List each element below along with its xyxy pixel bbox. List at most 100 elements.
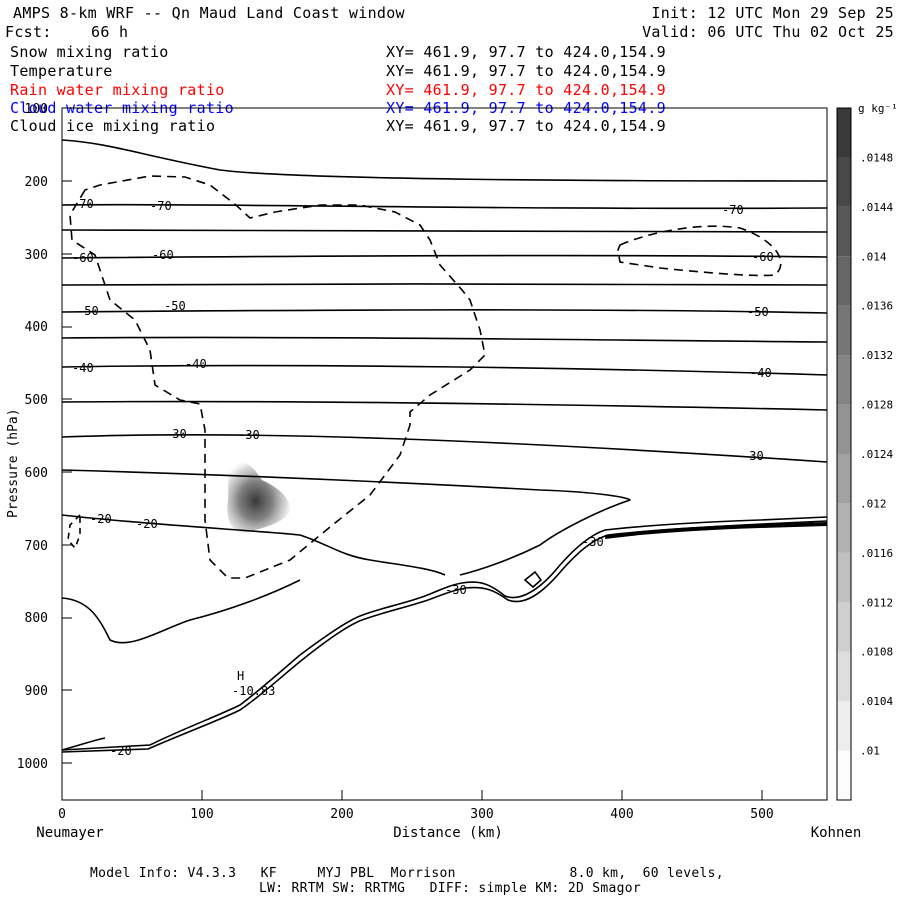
x-tick-label: 300 <box>470 807 493 822</box>
x-tick-label: 200 <box>330 807 353 822</box>
colorbar-tick-label: .012 <box>860 497 887 510</box>
isotherm-upper-4 <box>61 336 828 343</box>
colorbar-unit: g kg⁻¹ <box>858 102 898 115</box>
isotherm-label-14: -30 <box>238 428 260 442</box>
colorbar-bin <box>837 750 851 800</box>
x-axis <box>61 790 763 800</box>
y-tick-label: 700 <box>25 539 48 554</box>
colorbar-tick-label: .0144 <box>860 201 893 214</box>
colorbar-bin <box>837 108 851 158</box>
isotherm-label-5: -60 <box>152 248 174 262</box>
isotherm-label-16: -30 <box>582 535 604 549</box>
isotherm-label-6: -60 <box>752 250 774 264</box>
isotherm-minus-40 <box>61 364 828 376</box>
field-xy-rain: XY= 461.9, 97.7 to 424.0,154.9 <box>386 81 666 99</box>
model-info-line-1: Model Info: V4.3.3 KF MYJ PBL Morrison 8… <box>90 866 724 881</box>
colorbar-tick-label: .0124 <box>860 448 893 461</box>
terrain-line-1 <box>61 516 828 751</box>
colorbar-tick-label: .014 <box>860 250 887 263</box>
isotherm-label-18: -20 <box>90 512 112 526</box>
colorbar-bin <box>837 651 851 702</box>
dashed-contour-small <box>67 513 81 550</box>
isotherm-label-10: -40 <box>72 361 94 375</box>
x-tick-label: 500 <box>750 807 773 822</box>
colorbar-bin <box>837 602 851 652</box>
colorbar-bin <box>837 206 851 257</box>
terrain-line-2 <box>61 520 828 753</box>
forecast-value: 66 h <box>91 23 129 41</box>
right-endpoint-label: Kohnen <box>811 825 862 841</box>
isotherm-upper-3 <box>61 283 828 286</box>
colorbar-bin <box>837 305 851 356</box>
colorbar-bin <box>837 701 851 751</box>
colorbar-bin <box>837 157 851 207</box>
isotherm-upper-2 <box>61 229 828 233</box>
terrain-small-peak <box>523 570 543 589</box>
colorbar-bin <box>837 355 851 405</box>
chart-title: AMPS 8-km WRF -- Qn Maud Land Coast wind… <box>13 4 405 22</box>
cloud-ice-shading <box>227 461 291 533</box>
isotherm-minus-30 <box>61 433 828 463</box>
valid-time: Valid: 06 UTC Thu 02 Oct 25 <box>642 23 894 41</box>
colorbar-bin <box>837 503 851 553</box>
x-tick-label: 0 <box>58 807 66 822</box>
init-time: Init: 12 UTC Mon 29 Sep 25 <box>651 4 894 22</box>
isotherm-label-12: -40 <box>750 366 772 380</box>
isotherm-label-11: -40 <box>185 357 207 371</box>
colorbar-tick-label: .0112 <box>860 596 893 609</box>
isotherm-minus-20-lower <box>61 514 446 576</box>
colorbar-tick-label: .0104 <box>860 695 893 708</box>
x-axis-title: Distance (km) <box>393 825 503 841</box>
field-xy-snow: XY= 461.9, 97.7 to 424.0,154.9 <box>386 43 666 61</box>
forecast-label: Fcst: <box>5 23 52 41</box>
field-name-cloud-ice: Cloud ice mixing ratio <box>10 117 216 135</box>
colorbar-frame <box>836 107 852 801</box>
colorbar-tick-label: .0116 <box>860 547 893 560</box>
colorbar-tick-label: .0136 <box>860 300 893 313</box>
colorbar-tick-label: .0128 <box>860 399 893 412</box>
isotherm-minus-10 <box>61 579 301 644</box>
colorbar-tick-label: .0148 <box>860 151 893 164</box>
isotherm-label-4: -60 <box>72 251 94 265</box>
isotherm-upper-5 <box>61 400 828 411</box>
terrain-thick-ridge <box>604 522 828 539</box>
colorbar: .01 .0104 .0108 .0112 .0116 .012 .0124 .0128 .01… <box>836 107 893 801</box>
y-tick-label: 200 <box>25 175 48 190</box>
plot-frame <box>61 107 828 801</box>
y-tick-label: 1000 <box>17 757 48 772</box>
terrain-outline <box>61 516 828 753</box>
y-tick-label: 400 <box>25 320 48 335</box>
isotherm-label-20: -20 <box>110 744 132 758</box>
x-tick-label: 100 <box>190 807 213 822</box>
isotherm-near-ground <box>61 737 106 751</box>
isotherm-minus-60 <box>61 254 828 259</box>
isotherm-label-17: -30 <box>445 583 467 597</box>
isotherm-label-7: -50 <box>77 304 99 318</box>
y-tick-label: 500 <box>25 393 48 408</box>
isotherm-minus-20 <box>61 469 631 576</box>
field-name-temperature: Temperature <box>10 62 113 80</box>
field-xy-cloud-ice: XY= 461.9, 97.7 to 424.0,154.9 <box>386 117 666 135</box>
colorbar-tick-label: .0108 <box>860 646 893 659</box>
high-value: -10.83 <box>232 684 275 698</box>
isotherm-label-13: -30 <box>165 427 187 441</box>
isotherm-minus-50 <box>61 309 828 314</box>
isotherm-label-19: -20 <box>136 517 158 531</box>
field-xy-temperature: XY= 461.9, 97.7 to 424.0,154.9 <box>386 62 666 80</box>
model-info-line-2: LW: RRTM SW: RRTMG DIFF: simple KM: 2D S… <box>259 881 641 896</box>
isotherm-lines <box>61 139 828 751</box>
y-tick-label: 900 <box>25 684 48 699</box>
high-marker: H <box>237 669 244 683</box>
isotherm-label-2: -70 <box>150 199 172 213</box>
y-tick-label: 100 <box>25 102 48 117</box>
y-tick-label: 800 <box>25 611 48 626</box>
colorbar-tick-label: .0132 <box>860 349 893 362</box>
field-name-rain: Rain water mixing ratio <box>10 81 225 99</box>
colorbar-bin <box>837 552 851 603</box>
x-tick-label: 400 <box>610 807 633 822</box>
colorbar-tick-label: .01 <box>860 745 880 758</box>
colorbar-bin <box>837 454 851 504</box>
isotherm-label-9: -50 <box>747 305 769 319</box>
colorbar-bin <box>837 256 851 306</box>
